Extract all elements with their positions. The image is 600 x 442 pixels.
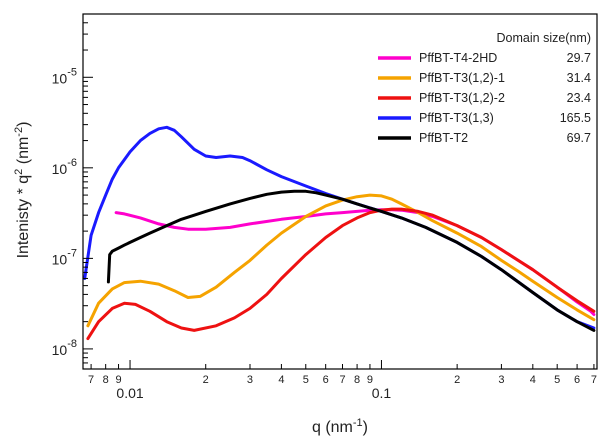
x-minor-tick-label: 4 (278, 374, 284, 386)
legend-domain-size: 23.4 (567, 91, 591, 105)
legend: Domain size(nm)PffBT-T4-2HD 29.7 PffBT-T3(… (378, 31, 591, 145)
y-major-tick-label: 10-7 (52, 247, 77, 267)
legend-item-1: PffBT-T4-2HD 29.7 (378, 51, 591, 65)
x-minor-tick-label: 8 (354, 374, 360, 386)
x-minor-tick-label: 2 (454, 374, 460, 386)
legend-domain-size: 165.5 (560, 111, 591, 125)
legend-header: Domain size(nm) (497, 31, 591, 45)
x-minor-tick-label: 6 (574, 374, 580, 386)
x-minor-tick-label: 4 (530, 374, 536, 386)
y-major-tick-label: 10-8 (52, 338, 77, 358)
legend-item-4: PffBT-T3(1,3) 165.5 (378, 111, 591, 125)
y-major-tick-label: 10-5 (52, 66, 77, 86)
x-minor-tick-label: 5 (554, 374, 560, 386)
legend-series-name: PffBT-T4-2HD (419, 51, 497, 65)
x-minor-tick-label: 6 (323, 374, 329, 386)
series-layer (83, 125, 596, 341)
axes-ticks: 0.01 0.17 8 9 2 3 4 5 6 7 8 9 2 3 4 5 6 710-810-710-610-5 (52, 13, 597, 401)
x-minor-tick-label: 7 (339, 374, 345, 386)
legend-series-name: PffBT-T3(1,2)-1 (419, 71, 505, 85)
y-axis-title: Intenisty * q2 (nm-2) (13, 122, 32, 259)
series-line-5 (106, 189, 596, 332)
series-line-3 (86, 207, 596, 341)
legend-domain-size: 29.7 (567, 51, 591, 65)
x-minor-tick-label: 7 (88, 374, 94, 386)
x-minor-tick-label: 9 (367, 374, 373, 386)
legend-series-name: PffBT-T2 (419, 131, 468, 145)
x-axis-title: q (nm-1) (312, 417, 368, 436)
legend-item-2: PffBT-T3(1,2)-1 31.4 (378, 71, 591, 85)
y-major-tick-label: 10-6 (52, 157, 77, 177)
legend-series-name: PffBT-T3(1,3) (419, 111, 494, 125)
x-major-tick-label: 0.01 (116, 385, 143, 401)
x-minor-tick-label: 3 (247, 374, 253, 386)
legend-item-5: PffBT-T2 69.7 (378, 131, 591, 145)
x-minor-tick-label: 8 (103, 374, 109, 386)
x-minor-tick-label: 7 (591, 374, 597, 386)
x-minor-tick-label: 5 (303, 374, 309, 386)
legend-domain-size: 69.7 (567, 131, 591, 145)
series-line-2 (86, 193, 596, 328)
plot-frame (82, 13, 598, 370)
legend-item-3: PffBT-T3(1,2)-2 23.4 (378, 91, 591, 105)
legend-series-name: PffBT-T3(1,2)-2 (419, 91, 505, 105)
x-minor-tick-label: 2 (203, 374, 209, 386)
x-major-tick-label: 0.1 (372, 385, 392, 401)
legend-domain-size: 31.4 (567, 71, 591, 85)
x-minor-tick-label: 9 (115, 374, 121, 386)
x-minor-tick-label: 3 (498, 374, 504, 386)
